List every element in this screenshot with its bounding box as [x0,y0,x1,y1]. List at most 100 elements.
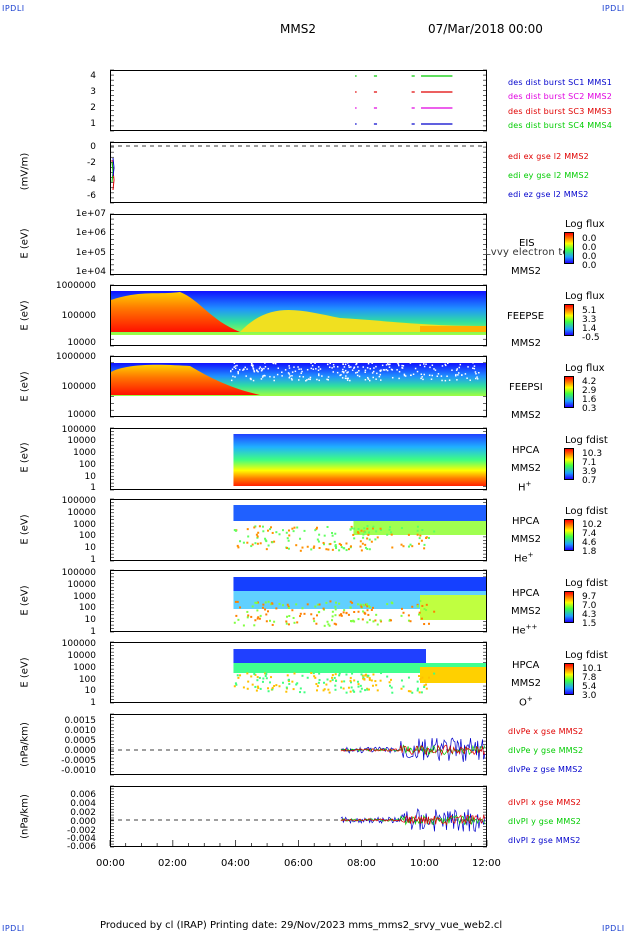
spectrogram-noise [242,541,245,544]
spectrogram-noise [331,678,334,681]
colorbar-value: -0.5 [582,333,600,343]
spectrogram-noise [400,687,403,690]
spectrogram-noise [291,375,293,377]
spectrogram-noise [329,680,332,683]
colorbar-title: Log flux [565,291,605,302]
tick-label: 10000 [67,338,96,348]
spectrogram-noise [352,689,355,692]
spectrogram-noise [247,535,250,538]
spectrogram-noise [297,366,299,368]
overlay-text: Lvvy electron to [485,247,569,258]
spectrogram-noise [416,533,419,536]
spectrogram-noise [260,369,263,372]
spectrogram-noise [342,611,345,614]
spectrogram-noise [358,375,361,378]
spectrogram-noise [353,367,355,370]
spectrogram-noise [341,377,344,379]
spectrogram-noise [376,536,379,539]
spectrogram-noise [259,614,262,617]
spectrogram-noise [239,540,242,543]
spectrogram-noise [419,534,422,537]
spectrogram-noise [291,379,293,381]
tick-label: -0.0010 [61,766,96,776]
colorbar-value: 4.6 [582,538,597,548]
spectrogram-noise [250,615,253,618]
colorbar-value: 10.2 [582,520,603,530]
spectrogram-noise [371,372,374,374]
spectrogram-noise [390,678,393,681]
spectrogram-noise [252,379,255,382]
spectrogram-noise [244,366,246,369]
spectrogram-noise [327,548,330,551]
spectrogram-noise [355,363,357,366]
instrument-label: HPCA [512,660,540,671]
spectrogram-noise [256,542,259,545]
spectrogram-noise [407,545,410,548]
spectrogram-noise [401,367,404,369]
spacecraft-label: MMS2 [511,534,541,545]
spectrogram-noise [262,603,265,606]
spectrogram-noise [433,610,436,613]
spectrogram-noise [251,605,254,608]
spectrogram-noise [366,547,369,550]
spectrogram-noise [353,679,356,682]
instrument-label: HPCA [512,445,540,456]
spectrogram-noise [291,680,294,683]
spectrogram-noise [388,528,391,531]
spectrogram-noise [327,376,330,378]
pressure-trace [340,814,486,826]
tick-label: 1e+05 [75,248,106,258]
spectrogram-noise [364,603,367,606]
legend-entry: des dist burst SC2 MMS2 [508,92,613,101]
colorbar-value: 10.3 [582,449,603,459]
spectrogram-noise [316,603,319,606]
spectrogram-noise [277,367,280,369]
spectrogram-noise [421,676,424,679]
spacecraft-label: MMS2 [511,338,541,349]
spectrogram-noise [261,525,264,528]
spectrogram-noise [353,537,356,540]
colorbar-title: Log fdist [565,650,608,661]
spectrogram-noise [273,379,275,382]
tick-label: 100 [78,460,96,470]
spectrogram-noise [407,533,410,536]
spectrogram-noise [407,676,410,679]
spectrogram [420,667,486,683]
spectrogram-noise [391,546,394,549]
spectrogram-noise [353,690,356,693]
spectrogram-noise [366,527,369,530]
spectrogram-noise [371,606,374,609]
spectrogram-noise [368,379,371,382]
spectrogram-noise [362,536,365,539]
spectrogram-noise [364,612,367,615]
spectrogram-noise [441,379,443,382]
spectrogram-noise [245,375,247,377]
spectrogram-noise [357,527,360,530]
spectrogram-noise [311,364,314,367]
spectrogram-noise [315,689,318,692]
colorbar [564,591,574,623]
spectrogram-noise [349,676,352,679]
spectrogram-noise [235,683,238,686]
spectrogram-noise [267,529,270,532]
spectrogram-noise [293,366,295,368]
spectrogram-noise [314,676,317,679]
spectrogram-noise [338,602,341,605]
spectrogram-noise [368,548,371,551]
colorbar-value: 0.0 [582,261,597,271]
spectrogram-noise [334,688,337,691]
spectrogram-noise [278,533,281,536]
spectrogram-noise [475,377,477,380]
spectrogram-noise [375,378,377,380]
spectrogram-noise [444,363,446,366]
spectrogram-noise [348,366,351,369]
spectrogram-noise [331,367,333,369]
tick-label: -0.006 [66,842,96,852]
spectrogram-noise [364,674,367,677]
spectrogram-noise [299,615,302,618]
spectrogram-noise [309,376,312,379]
spectrogram-noise [346,379,349,381]
spectrogram-noise [366,376,369,379]
spectrogram-noise [359,684,362,687]
spectrogram-noise [444,379,447,382]
